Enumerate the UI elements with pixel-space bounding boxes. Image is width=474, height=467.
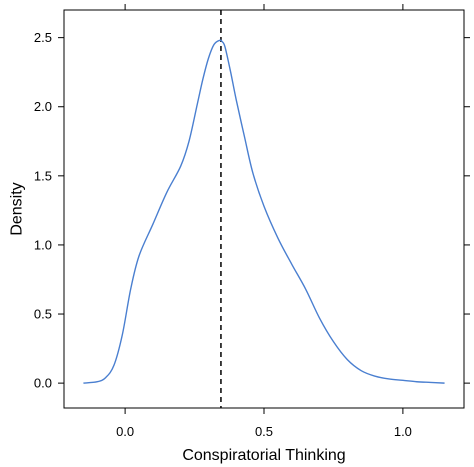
x-axis-title: Conspiratorial Thinking — [182, 447, 345, 464]
y-tick-label: 0.0 — [34, 376, 52, 391]
y-tick-label: 0.5 — [34, 307, 52, 322]
plot-frame — [63, 9, 465, 409]
y-tick-label: 2.0 — [34, 99, 52, 114]
y-tick-label: 1.5 — [34, 168, 52, 183]
y-tick-label: 1.0 — [34, 237, 52, 252]
y-tick-label: 2.5 — [34, 30, 52, 45]
y-axis-title: Density — [9, 182, 26, 235]
density-curve — [83, 39, 445, 384]
x-tick-label: 0.0 — [116, 424, 134, 439]
x-tick-label: 0.5 — [255, 424, 273, 439]
x-tick-label: 1.0 — [394, 424, 412, 439]
